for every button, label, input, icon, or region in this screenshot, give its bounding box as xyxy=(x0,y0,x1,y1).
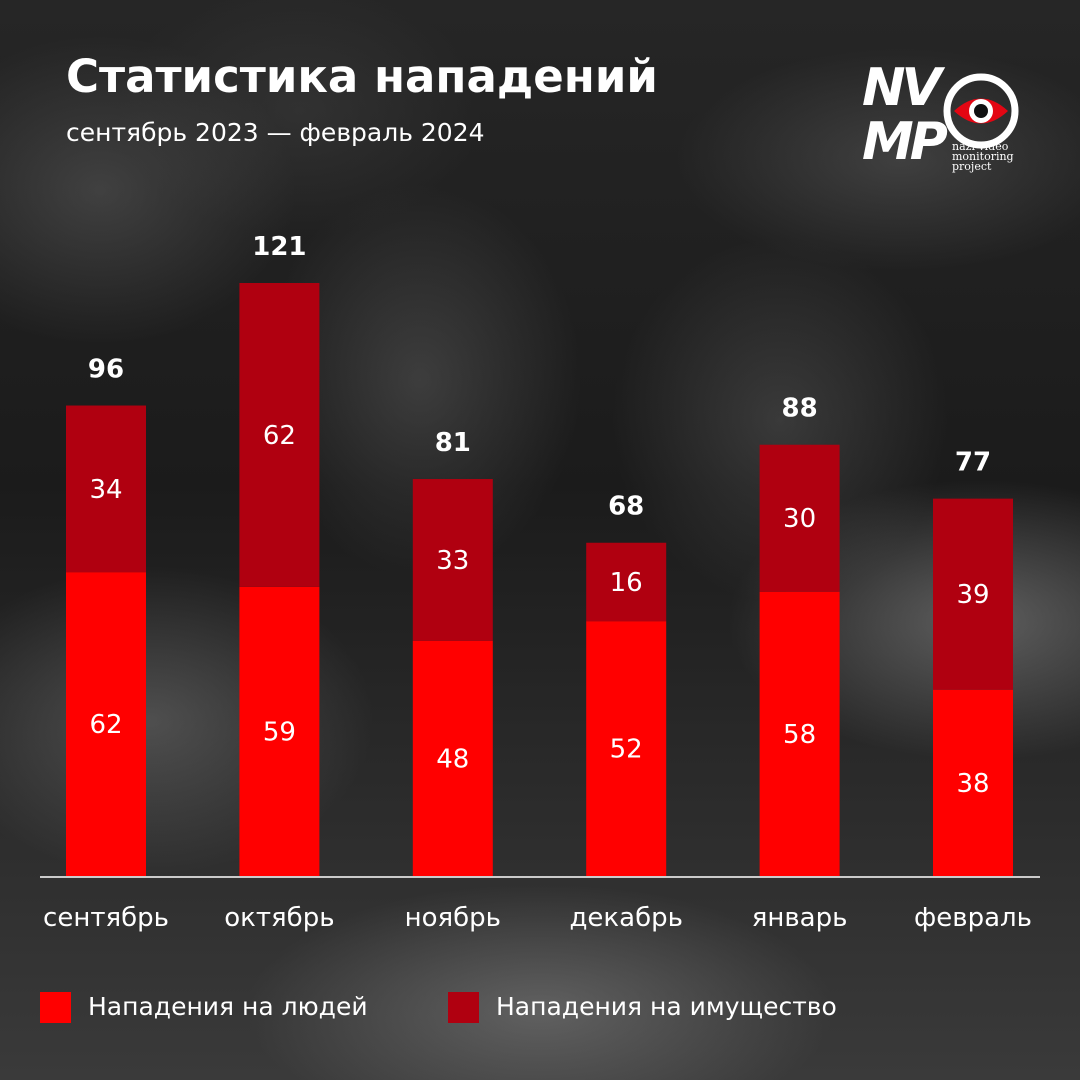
segment-value-label: 48 xyxy=(436,744,469,774)
bar-segment-property xyxy=(412,479,493,641)
x-tick-label: декабрь xyxy=(569,903,682,933)
x-tick-label: октябрь xyxy=(224,903,334,933)
bar-segment-property xyxy=(933,498,1013,690)
logo-tagline-3: project xyxy=(952,160,992,173)
nvmp-logo: NV MP nazi video monitoring project xyxy=(862,62,1022,184)
x-tick-label: январь xyxy=(752,903,848,933)
bar-segment-people xyxy=(239,586,320,876)
legend-label-people: Нападения на людей xyxy=(88,992,368,1021)
segment-value-label: 58 xyxy=(783,720,816,750)
segment-value-label: 16 xyxy=(610,568,643,598)
x-tick-label: февраль xyxy=(914,903,1032,933)
bar-segment-property xyxy=(586,542,667,622)
page-title: Статистика нападений xyxy=(66,50,658,103)
bar-total-label: 88 xyxy=(782,394,818,424)
bar-segment-property xyxy=(66,405,146,573)
logo-line-nv: NV xyxy=(862,58,942,118)
segment-value-label: 52 xyxy=(610,735,643,765)
bar-segment-property xyxy=(239,283,320,587)
eye-icon xyxy=(943,73,1019,149)
legend-swatch-property xyxy=(448,992,479,1023)
logo-tagline: nazi video monitoring project xyxy=(952,140,1024,173)
legend-swatch-people xyxy=(40,992,71,1023)
bar-total-label: 121 xyxy=(252,232,306,262)
segment-value-label: 33 xyxy=(436,546,469,576)
x-tick-label: сентябрь xyxy=(43,903,169,933)
segment-value-label: 39 xyxy=(956,580,989,610)
segment-value-label: 59 xyxy=(263,717,296,747)
bar-total-label: 77 xyxy=(955,448,991,478)
logo-tagline-1: nazi video xyxy=(952,140,1009,153)
bar-total-label: 81 xyxy=(435,428,471,458)
logo-line-mp: MP xyxy=(862,112,948,172)
bar-total-label: 68 xyxy=(608,492,644,522)
bar-segment-people xyxy=(66,572,146,876)
bar-segment-people xyxy=(759,591,840,876)
x-tick-label: ноябрь xyxy=(405,903,501,933)
bar-segment-property xyxy=(759,444,840,592)
segment-value-label: 38 xyxy=(956,769,989,799)
page-subtitle: сентябрь 2023 — февраль 2024 xyxy=(66,118,485,147)
bar-segment-people xyxy=(586,621,667,876)
segment-value-label: 62 xyxy=(263,421,296,451)
segment-value-label: 30 xyxy=(783,504,816,534)
bar-segment-people xyxy=(933,689,1013,876)
segment-value-label: 34 xyxy=(89,475,122,505)
bar-segment-people xyxy=(412,640,493,876)
bar-total-label: 96 xyxy=(88,355,124,385)
legend-label-property: Нападения на имущество xyxy=(496,992,837,1021)
logo-tagline-2: monitoring xyxy=(952,150,1014,163)
segment-value-label: 62 xyxy=(89,710,122,740)
